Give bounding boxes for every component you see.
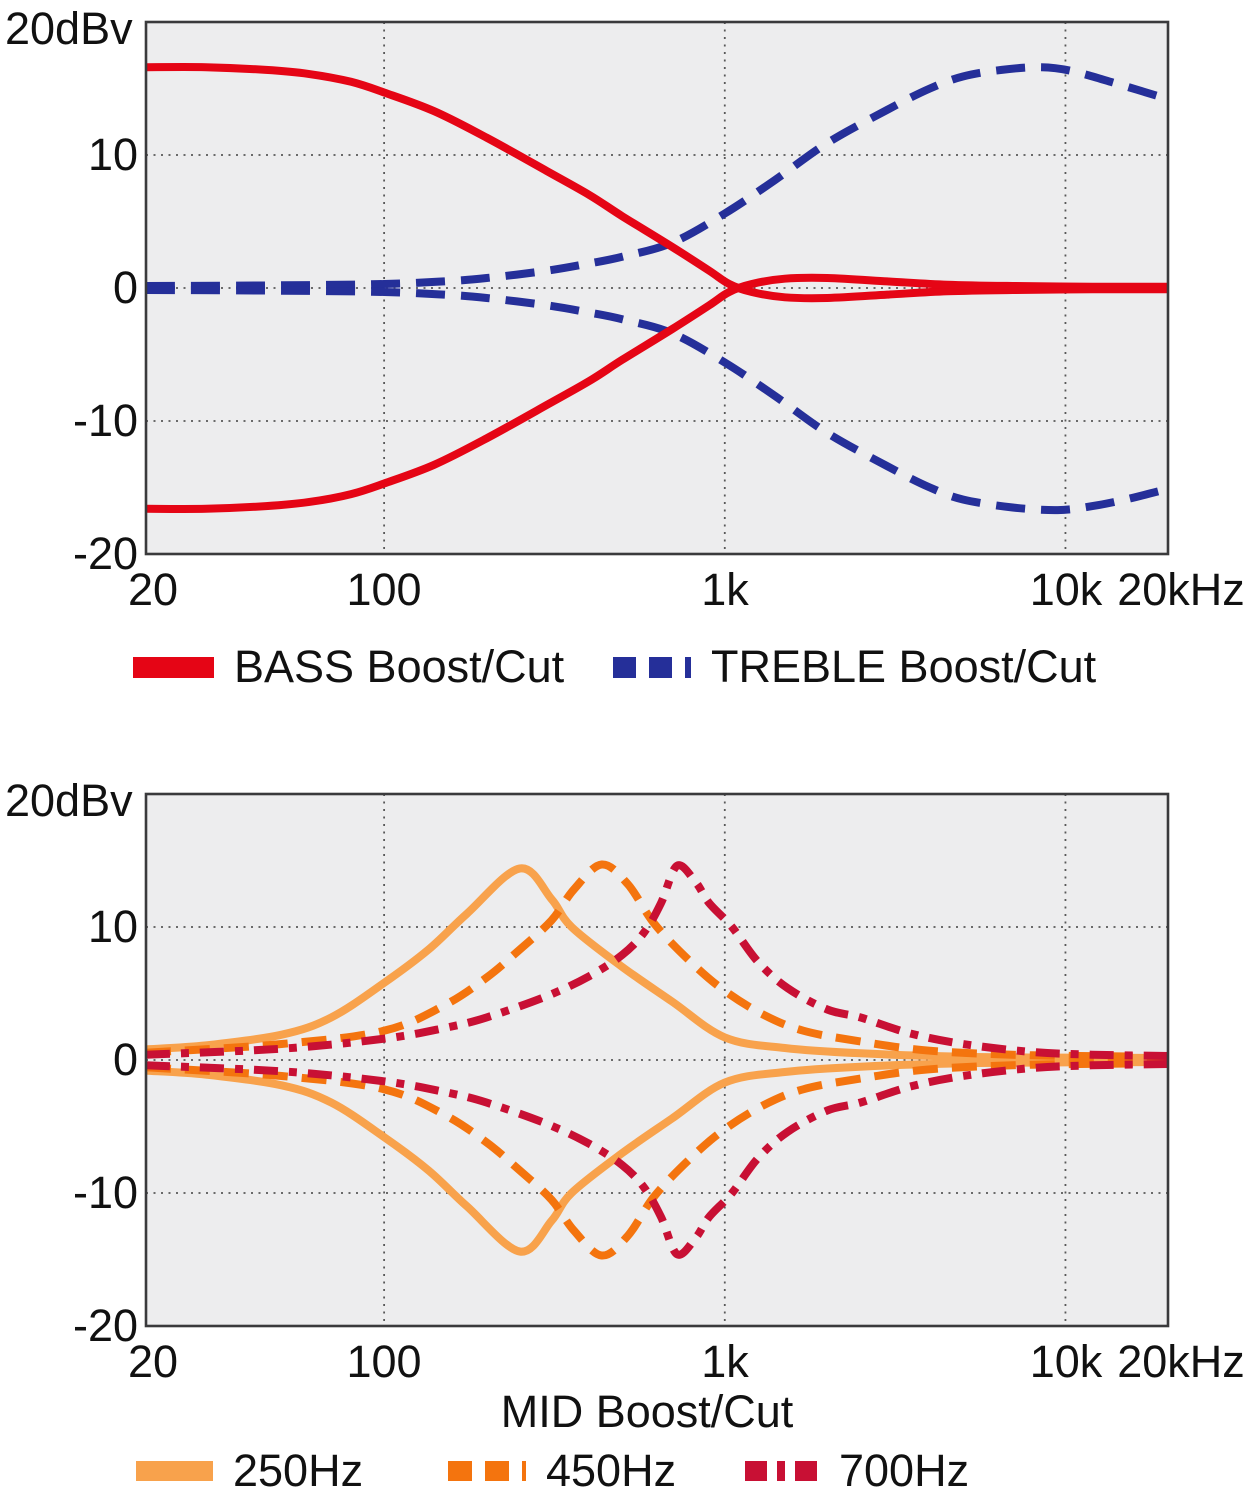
curve-bass-cut (145, 273, 1169, 513)
legend-450hz-label: 450Hz (546, 1445, 677, 1496)
legend-bass: BASS Boost/Cut (133, 642, 564, 692)
chart1-ytick-10: 10 (87, 129, 138, 180)
chart2-xtick-10k: 10k (1029, 1336, 1103, 1387)
curve-treble-boost (145, 63, 1170, 290)
mid-250-line-swatch (136, 1461, 213, 1481)
legend-treble: TREBLE Boost/Cut (613, 642, 1096, 692)
chart1-xtick-20: 20 (127, 564, 179, 615)
chart2-xtick-20: 20 (127, 1336, 179, 1387)
plot-frame-mid-response (144, 792, 1170, 1328)
chart2-xtick-100: 100 (346, 1336, 422, 1387)
gridlines-bass-treble-response (146, 22, 1168, 554)
curve-mid-250-boost (145, 864, 1169, 1062)
curve-mid-450-cut (145, 1059, 1169, 1260)
chart2-ytick-m10: -10 (72, 1167, 138, 1218)
plot-frame-bass-treble-response (144, 20, 1170, 556)
legend-250hz: 250Hz (136, 1446, 363, 1496)
legend-treble-label: TREBLE Boost/Cut (711, 641, 1097, 692)
chart1-xtick-20khz: 20kHz (1117, 564, 1245, 615)
curve-mid-250-cut (145, 1058, 1169, 1256)
legend-bass-label: BASS Boost/Cut (234, 641, 565, 692)
legend-250hz-label: 250Hz (233, 1445, 364, 1496)
chart1-xtick-100: 100 (346, 564, 422, 615)
chart2-y-unit-label: 20dBv (5, 775, 133, 826)
chart2-xtick-1k: 1k (701, 1336, 749, 1387)
bass-line-swatch (133, 656, 214, 678)
chart2-ytick-0: 0 (112, 1034, 138, 1085)
chart2-x-axis-title: MID Boost/Cut (500, 1386, 794, 1437)
curve-bass-boost (145, 63, 1169, 303)
chart1-ytick-0: 0 (112, 262, 138, 313)
legend-700hz-label: 700Hz (839, 1445, 970, 1496)
legend-450hz: 450Hz (448, 1446, 676, 1496)
mid-700-line-swatch (745, 1461, 819, 1481)
legend-700hz: 700Hz (745, 1446, 969, 1496)
chart1-ytick-m20: -20 (72, 528, 138, 579)
chart1-ytick-m10: -10 (72, 395, 138, 446)
chart1-xtick-1k: 1k (701, 564, 749, 615)
chart2-ytick-m20: -20 (72, 1300, 138, 1351)
chart1-xtick-10k: 10k (1029, 564, 1103, 615)
chart1-y-unit-label: 20dBv (5, 3, 133, 54)
treble-line-swatch (613, 656, 691, 678)
chart2-ytick-10: 10 (87, 901, 138, 952)
chart2-xtick-20khz: 20kHz (1117, 1336, 1245, 1387)
curve-mid-450-boost (145, 860, 1169, 1061)
mid-450-line-swatch (448, 1461, 526, 1481)
curve-treble-cut (145, 286, 1169, 515)
